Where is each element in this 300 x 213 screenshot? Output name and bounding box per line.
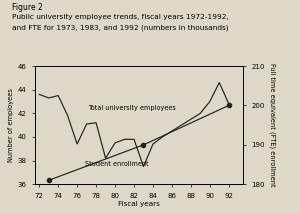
Text: Public university employee trends, fiscal years 1972-1992,: Public university employee trends, fisca… xyxy=(12,14,229,20)
Text: Figure 2: Figure 2 xyxy=(12,3,43,12)
Text: Student enrollment: Student enrollment xyxy=(85,161,148,167)
Y-axis label: Full time equivalent (FTE) enrollment: Full time equivalent (FTE) enrollment xyxy=(269,63,275,187)
Point xyxy=(141,143,146,147)
Point xyxy=(46,178,51,182)
X-axis label: Fiscal years: Fiscal years xyxy=(118,201,160,207)
Text: and FTE for 1973, 1983, and 1992 (numbers in thousands): and FTE for 1973, 1983, and 1992 (number… xyxy=(12,24,229,31)
Text: Total university employees: Total university employees xyxy=(88,105,176,111)
Y-axis label: Number of employees: Number of employees xyxy=(8,88,14,162)
Point xyxy=(226,104,231,107)
